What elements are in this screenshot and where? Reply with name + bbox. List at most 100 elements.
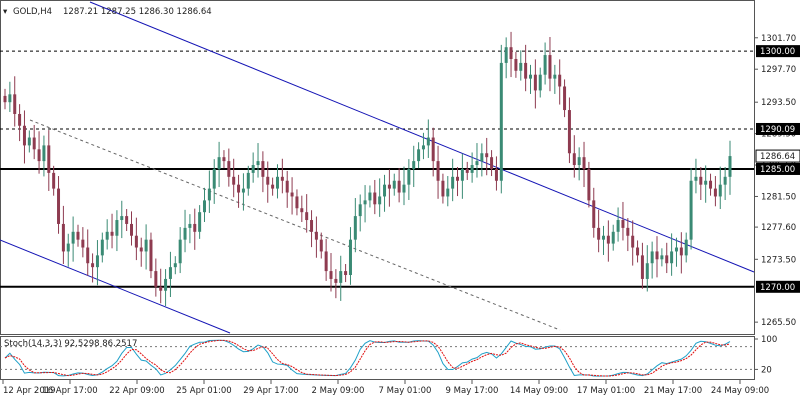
candle-body [144, 239, 148, 252]
candle-body [329, 271, 333, 279]
candle-body [348, 239, 352, 276]
candle-body [261, 161, 265, 177]
candle-body [504, 47, 508, 63]
candle-body [110, 231, 114, 236]
candle-body [699, 176, 703, 185]
price-tick-label: 1293.50 [761, 98, 796, 108]
candle-body [456, 176, 460, 181]
candle-body [168, 267, 172, 279]
candle-body [713, 188, 717, 197]
candle-body [514, 58, 518, 71]
candle-body [358, 204, 362, 217]
candle-body [344, 271, 348, 276]
candle-body [621, 220, 625, 228]
price-tick-label: 1281.50 [761, 192, 796, 202]
candle-body [42, 145, 46, 162]
candle-body [460, 168, 464, 181]
candle-body [465, 168, 469, 173]
candle-body [378, 196, 382, 205]
candle-body [13, 94, 17, 114]
candle-body [674, 247, 678, 252]
candle-body [412, 161, 416, 169]
candle-body [120, 216, 124, 221]
candle-body [290, 192, 294, 197]
candle-body [207, 188, 211, 201]
candle-body [76, 231, 80, 240]
candle-body [159, 286, 163, 291]
candle-body [154, 271, 158, 287]
candle-body [91, 263, 95, 268]
candle-body [130, 223, 134, 236]
candle-body [485, 153, 489, 158]
chart-header: ▾ GOLD,H4 1287.21 1287.25 1286.30 1286.6… [3, 7, 212, 17]
candle-body [684, 239, 688, 256]
candle-body [694, 176, 698, 181]
stoch-signal-line [4, 339, 731, 377]
level-tag [756, 122, 800, 135]
candle-body [95, 255, 99, 268]
candle-body [606, 235, 610, 244]
price-tick-label: 1297.70 [761, 65, 796, 75]
candle-body [300, 208, 304, 213]
candle-body [227, 161, 231, 177]
candle-body [275, 176, 279, 189]
candle-body [339, 271, 343, 283]
candle-body [509, 47, 513, 59]
candle-body [27, 137, 31, 146]
candle-body [18, 113, 22, 126]
candle-body [397, 180, 401, 193]
stoch-tick-label: 100 [761, 335, 777, 345]
candle-body [324, 251, 328, 272]
candle-body [212, 168, 216, 189]
candle-body [529, 74, 533, 79]
candle-body [193, 223, 197, 232]
candle-body [319, 239, 323, 252]
candle-body [704, 180, 708, 185]
candle-body [202, 200, 206, 213]
level-tag-label: 1300.00 [760, 47, 795, 57]
candle-body [81, 239, 85, 248]
level-tag [756, 45, 800, 58]
current-price-tag [755, 149, 800, 163]
trend-line-lower [0, 239, 231, 334]
candle-body [237, 184, 241, 193]
candle-body [57, 188, 61, 224]
symbol-timeframe: GOLD,H4 [13, 7, 52, 17]
level-tag-label: 1285.00 [760, 165, 795, 175]
candle-body [134, 235, 138, 248]
candle-body [8, 94, 12, 103]
chart-menu-icon[interactable]: ▾ [3, 7, 8, 17]
candle-body [305, 212, 309, 221]
candle-body [494, 168, 498, 181]
grid [0, 0, 755, 380]
candle-body [383, 184, 387, 197]
candle-body [567, 110, 571, 154]
candle-body [611, 231, 615, 244]
candle-body [640, 255, 644, 279]
candle-body [222, 157, 226, 162]
candle-body [246, 172, 250, 189]
candle-body [660, 255, 664, 260]
candle-body [241, 188, 245, 193]
candle-body [543, 55, 547, 75]
stochastic-panel: Stoch(14,3,3) 92.5298 86.2517 100 20 [0, 335, 777, 377]
candle-body [251, 165, 255, 173]
candle-body [431, 137, 435, 162]
time-tick-label: 16 Apr 17:00 [42, 386, 97, 396]
current-price-label: 1286.64 [760, 152, 795, 162]
candle-body [709, 180, 713, 189]
candle-body [217, 157, 221, 169]
time-tick-label: 24 May 09:00 [711, 386, 769, 396]
candle-body [421, 145, 425, 150]
dashed-trend-line [29, 119, 561, 331]
candle-body [616, 220, 620, 232]
candle-body [548, 55, 552, 79]
candle-body [125, 216, 129, 224]
candles [3, 31, 732, 307]
candle-body [441, 180, 445, 197]
candle-body [645, 263, 649, 279]
main-frame [0, 0, 755, 335]
